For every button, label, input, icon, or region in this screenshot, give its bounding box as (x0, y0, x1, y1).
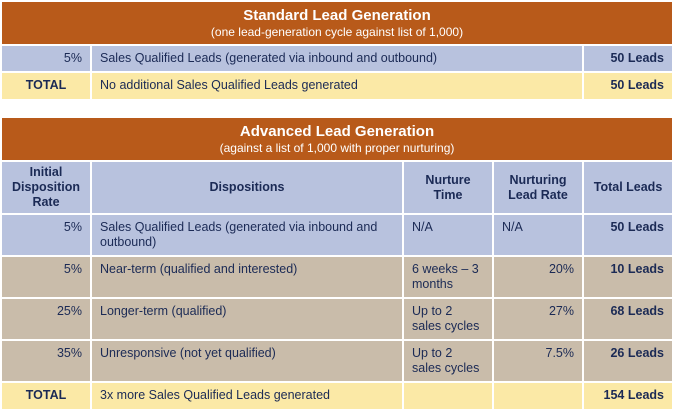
table-row: 5% Sales Qualified Leads (generated via … (2, 46, 672, 71)
disposition-cell: Sales Qualified Leads (generated via inb… (92, 215, 402, 255)
total-label: TOTAL (2, 383, 90, 409)
disposition-cell: Near-term (qualified and interested) (92, 257, 402, 297)
total-description: 3x more Sales Qualified Leads generated (92, 383, 402, 409)
col-header-rate: Initial Disposition Rate (2, 162, 90, 213)
table-row: 5% Near-term (qualified and interested) … (2, 257, 672, 297)
nurture-time-cell: N/A (404, 215, 492, 255)
total-value: 50 Leads (584, 73, 672, 99)
advanced-subtitle: (against a list of 1,000 with proper nur… (219, 141, 455, 155)
table-row: 25% Longer-term (qualified) Up to 2 sale… (2, 299, 672, 339)
disposition-cell: Longer-term (qualified) (92, 299, 402, 339)
advanced-lead-table: Advanced Lead Generation (against a list… (2, 118, 672, 409)
description-cell: Sales Qualified Leads (generated via inb… (92, 46, 582, 71)
total-cell: 68 Leads (584, 299, 672, 339)
col-header-total: Total Leads (584, 162, 672, 213)
standard-title: Standard Lead Generation (243, 7, 431, 24)
rate-cell: 5% (2, 215, 90, 255)
nurture-rate-cell: N/A (494, 215, 582, 255)
nurture-time-cell: 6 weeks – 3 months (404, 257, 492, 297)
col-header-nurture-rate: Nurturing Lead Rate (494, 162, 582, 213)
column-header-row: Initial Disposition Rate Dispositions Nu… (2, 162, 672, 213)
rate-cell: 5% (2, 46, 90, 71)
total-cell: 50 Leads (584, 46, 672, 71)
total-row: TOTAL No additional Sales Qualified Lead… (2, 73, 672, 99)
nurture-rate-cell: 27% (494, 299, 582, 339)
table-row: 35% Unresponsive (not yet qualified) Up … (2, 341, 672, 381)
rate-cell: 25% (2, 299, 90, 339)
total-cell: 10 Leads (584, 257, 672, 297)
standard-subtitle: (one lead-generation cycle against list … (210, 25, 464, 39)
standard-lead-table: Standard Lead Generation (one lead-gener… (2, 2, 672, 99)
nurture-time-cell: Up to 2 sales cycles (404, 299, 492, 339)
total-cell: 50 Leads (584, 215, 672, 255)
empty-cell (494, 383, 582, 409)
col-header-nurture-time: Nurture Time (404, 162, 492, 213)
rate-cell: 35% (2, 341, 90, 381)
nurture-rate-cell: 7.5% (494, 341, 582, 381)
table-row: 5% Sales Qualified Leads (generated via … (2, 215, 672, 255)
total-label: TOTAL (2, 73, 90, 99)
total-description: No additional Sales Qualified Leads gene… (92, 73, 582, 99)
empty-cell (404, 383, 492, 409)
rate-cell: 5% (2, 257, 90, 297)
nurture-time-cell: Up to 2 sales cycles (404, 341, 492, 381)
total-cell: 26 Leads (584, 341, 672, 381)
advanced-title: Advanced Lead Generation (239, 123, 435, 140)
nurture-rate-cell: 20% (494, 257, 582, 297)
total-row: TOTAL 3x more Sales Qualified Leads gene… (2, 383, 672, 409)
standard-header: Standard Lead Generation (one lead-gener… (2, 2, 672, 44)
advanced-header: Advanced Lead Generation (against a list… (2, 118, 672, 160)
total-value: 154 Leads (584, 383, 672, 409)
col-header-dispositions: Dispositions (92, 162, 402, 213)
disposition-cell: Unresponsive (not yet qualified) (92, 341, 402, 381)
